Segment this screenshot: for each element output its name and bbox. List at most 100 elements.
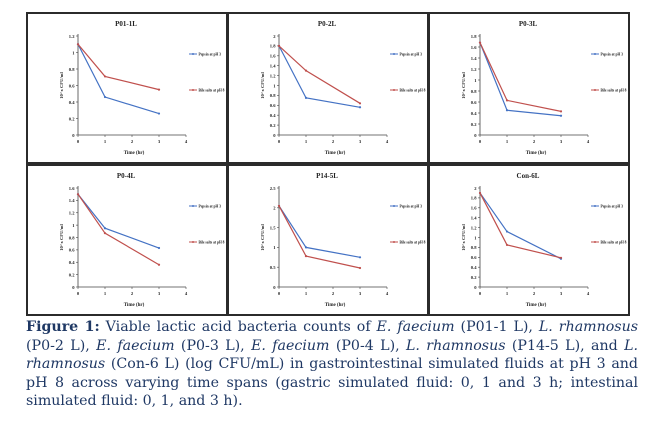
x-tick-label: 0 [479, 291, 482, 296]
x-tick-label: 0 [479, 139, 482, 144]
chart-panel-p0-4l: P0-4L 0 0.2 0.4 0.6 0.8 1 1.2 1.4 1.6 0 1 2 3 4 Time (h… [28, 166, 226, 314]
legend-label: Bile salts at pH 8 [199, 241, 225, 245]
y-tick-label: 1.4 [69, 198, 75, 203]
caption-species: E. faecium [251, 337, 330, 354]
y-axis-label: 10^x CFU/ml [461, 72, 466, 99]
data-point [358, 102, 362, 105]
chart-title: P01-1L [115, 20, 137, 28]
legend-marker [594, 53, 596, 55]
y-tick-label: 1 [474, 78, 477, 83]
caption-text: (P0-2 L), [26, 337, 97, 354]
data-point [76, 43, 80, 46]
y-tick-label: 1.2 [471, 67, 477, 72]
chart-svg: P0-3L 0 0.2 0.4 0.6 0.8 1 1.2 1.4 1.6 1.8 0 1 2 3 4 Time… [461, 20, 627, 156]
data-point [103, 95, 107, 99]
legend-label: Bile salts at pH 8 [601, 89, 627, 93]
caption-species: E. faecium [96, 337, 175, 354]
caption-species: L. rhamnosus [538, 319, 638, 335]
y-tick-label: 0.2 [471, 122, 477, 127]
x-tick-label: 1 [305, 139, 308, 144]
x-axis-label: Time (hr) [124, 303, 145, 308]
y-tick-label: 0.8 [471, 245, 477, 250]
y-tick-label: 1.2 [471, 225, 477, 230]
y-tick-label: 0.6 [69, 83, 75, 88]
chart-title: P0-2L [318, 20, 337, 28]
data-point [559, 114, 563, 117]
series-line-pepsin [479, 192, 562, 260]
x-tick-label: 4 [185, 291, 188, 296]
y-tick-label: 0.8 [471, 89, 477, 94]
data-point [358, 256, 362, 259]
data-point [277, 204, 281, 207]
legend-marker [192, 53, 194, 55]
series-line-bile-salts [479, 192, 562, 259]
series-line-bile-salts [479, 42, 562, 112]
y-tick-label: 2 [474, 186, 477, 191]
x-tick-label: 3 [359, 291, 362, 296]
chart-svg: Con-6L 0 0.2 0.4 0.6 0.8 1 1.2 1.4 1.6 1.8 2 0 1 2 3 4 Ti… [461, 172, 627, 308]
data-point [505, 109, 509, 112]
caption-body: Viable lactic acid bacteria counts of E.… [26, 319, 638, 409]
data-point [358, 266, 362, 270]
chart-svg: P0-2L 0 0.2 0.4 0.6 0.8 1 1.2 1.4 1.6 1.8 2 0 1 2 3 4 Tim… [260, 20, 426, 156]
x-tick-label: 3 [359, 139, 362, 144]
y-tick-label: 0.4 [270, 113, 276, 118]
figure-caption: Figure 1: Viable lactic acid bacteria co… [26, 318, 638, 411]
legend-label: Pepsin at pH 3 [400, 205, 423, 209]
chart-title: P0-3L [519, 20, 538, 28]
x-tick-label: 4 [587, 139, 590, 144]
data-point [103, 232, 107, 235]
data-point [505, 99, 509, 102]
y-tick-label: 0 [474, 133, 477, 138]
legend-marker [393, 89, 395, 91]
series-line-pepsin [77, 193, 160, 249]
y-tick-label: 1.2 [69, 34, 75, 39]
y-tick-label: 0.4 [471, 111, 477, 116]
data-point [478, 191, 482, 195]
x-tick-label: 1 [305, 291, 308, 296]
legend-marker [393, 241, 395, 243]
data-point [157, 246, 161, 250]
x-axis-label: Time (hr) [325, 151, 346, 156]
x-tick-label: 4 [587, 291, 590, 296]
x-tick-label: 1 [506, 291, 509, 296]
y-axis-label: 10^x CFU/ml [59, 224, 64, 251]
x-tick-label: 3 [560, 139, 563, 144]
legend-label: Pepsin at pH 3 [199, 53, 222, 57]
legend-marker [393, 205, 395, 207]
figure-grid: P01-1L 0 0.2 0.4 0.6 0.8 1 1.2 0 1 2 3 4 Time (hr) 10^… [26, 12, 630, 316]
y-tick-label: 0 [273, 133, 276, 138]
caption-species: E. faecium [376, 319, 455, 335]
y-axis-label: 10^x CFU/ml [59, 72, 64, 99]
x-tick-label: 3 [560, 291, 563, 296]
legend-label: Bile salts at pH 8 [400, 89, 426, 93]
chart-panel-p14-5l: P14-5L 0 0.5 1 1.5 2 2.5 0 1 2 3 4 Time (hr) 10^x CFU… [229, 166, 427, 314]
legend-marker [192, 89, 194, 91]
data-point [103, 227, 107, 230]
x-tick-label: 2 [131, 139, 134, 144]
legend-label: Bile salts at pH 8 [199, 89, 225, 93]
caption-label: Figure 1: [26, 319, 100, 335]
y-tick-label: 1 [72, 223, 75, 228]
y-tick-label: 0.8 [69, 67, 75, 72]
x-axis-label: Time (hr) [526, 303, 547, 308]
x-tick-label: 0 [278, 139, 281, 144]
data-point [157, 88, 161, 91]
chart-panel-p01-1l: P01-1L 0 0.2 0.4 0.6 0.8 1 1.2 0 1 2 3 4 Time (hr) 10^… [28, 14, 226, 162]
caption-text: (P0-4 L), [329, 337, 406, 354]
x-tick-label: 3 [158, 291, 161, 296]
y-tick-label: 1.6 [270, 54, 276, 59]
data-point [304, 246, 308, 249]
x-tick-label: 1 [104, 139, 107, 144]
y-tick-label: 1.8 [471, 34, 477, 39]
series-line-pepsin [278, 45, 361, 108]
series-line-bile-salts [77, 193, 160, 266]
caption-species: L. rhamnosus [405, 337, 506, 354]
legend-marker [192, 205, 194, 207]
y-tick-label: 1.8 [471, 196, 477, 201]
legend-marker [594, 205, 596, 207]
legend-label: Pepsin at pH 3 [601, 205, 624, 209]
legend-marker [192, 241, 194, 243]
y-tick-label: 1.4 [471, 56, 477, 61]
y-tick-label: 0.2 [270, 123, 276, 128]
